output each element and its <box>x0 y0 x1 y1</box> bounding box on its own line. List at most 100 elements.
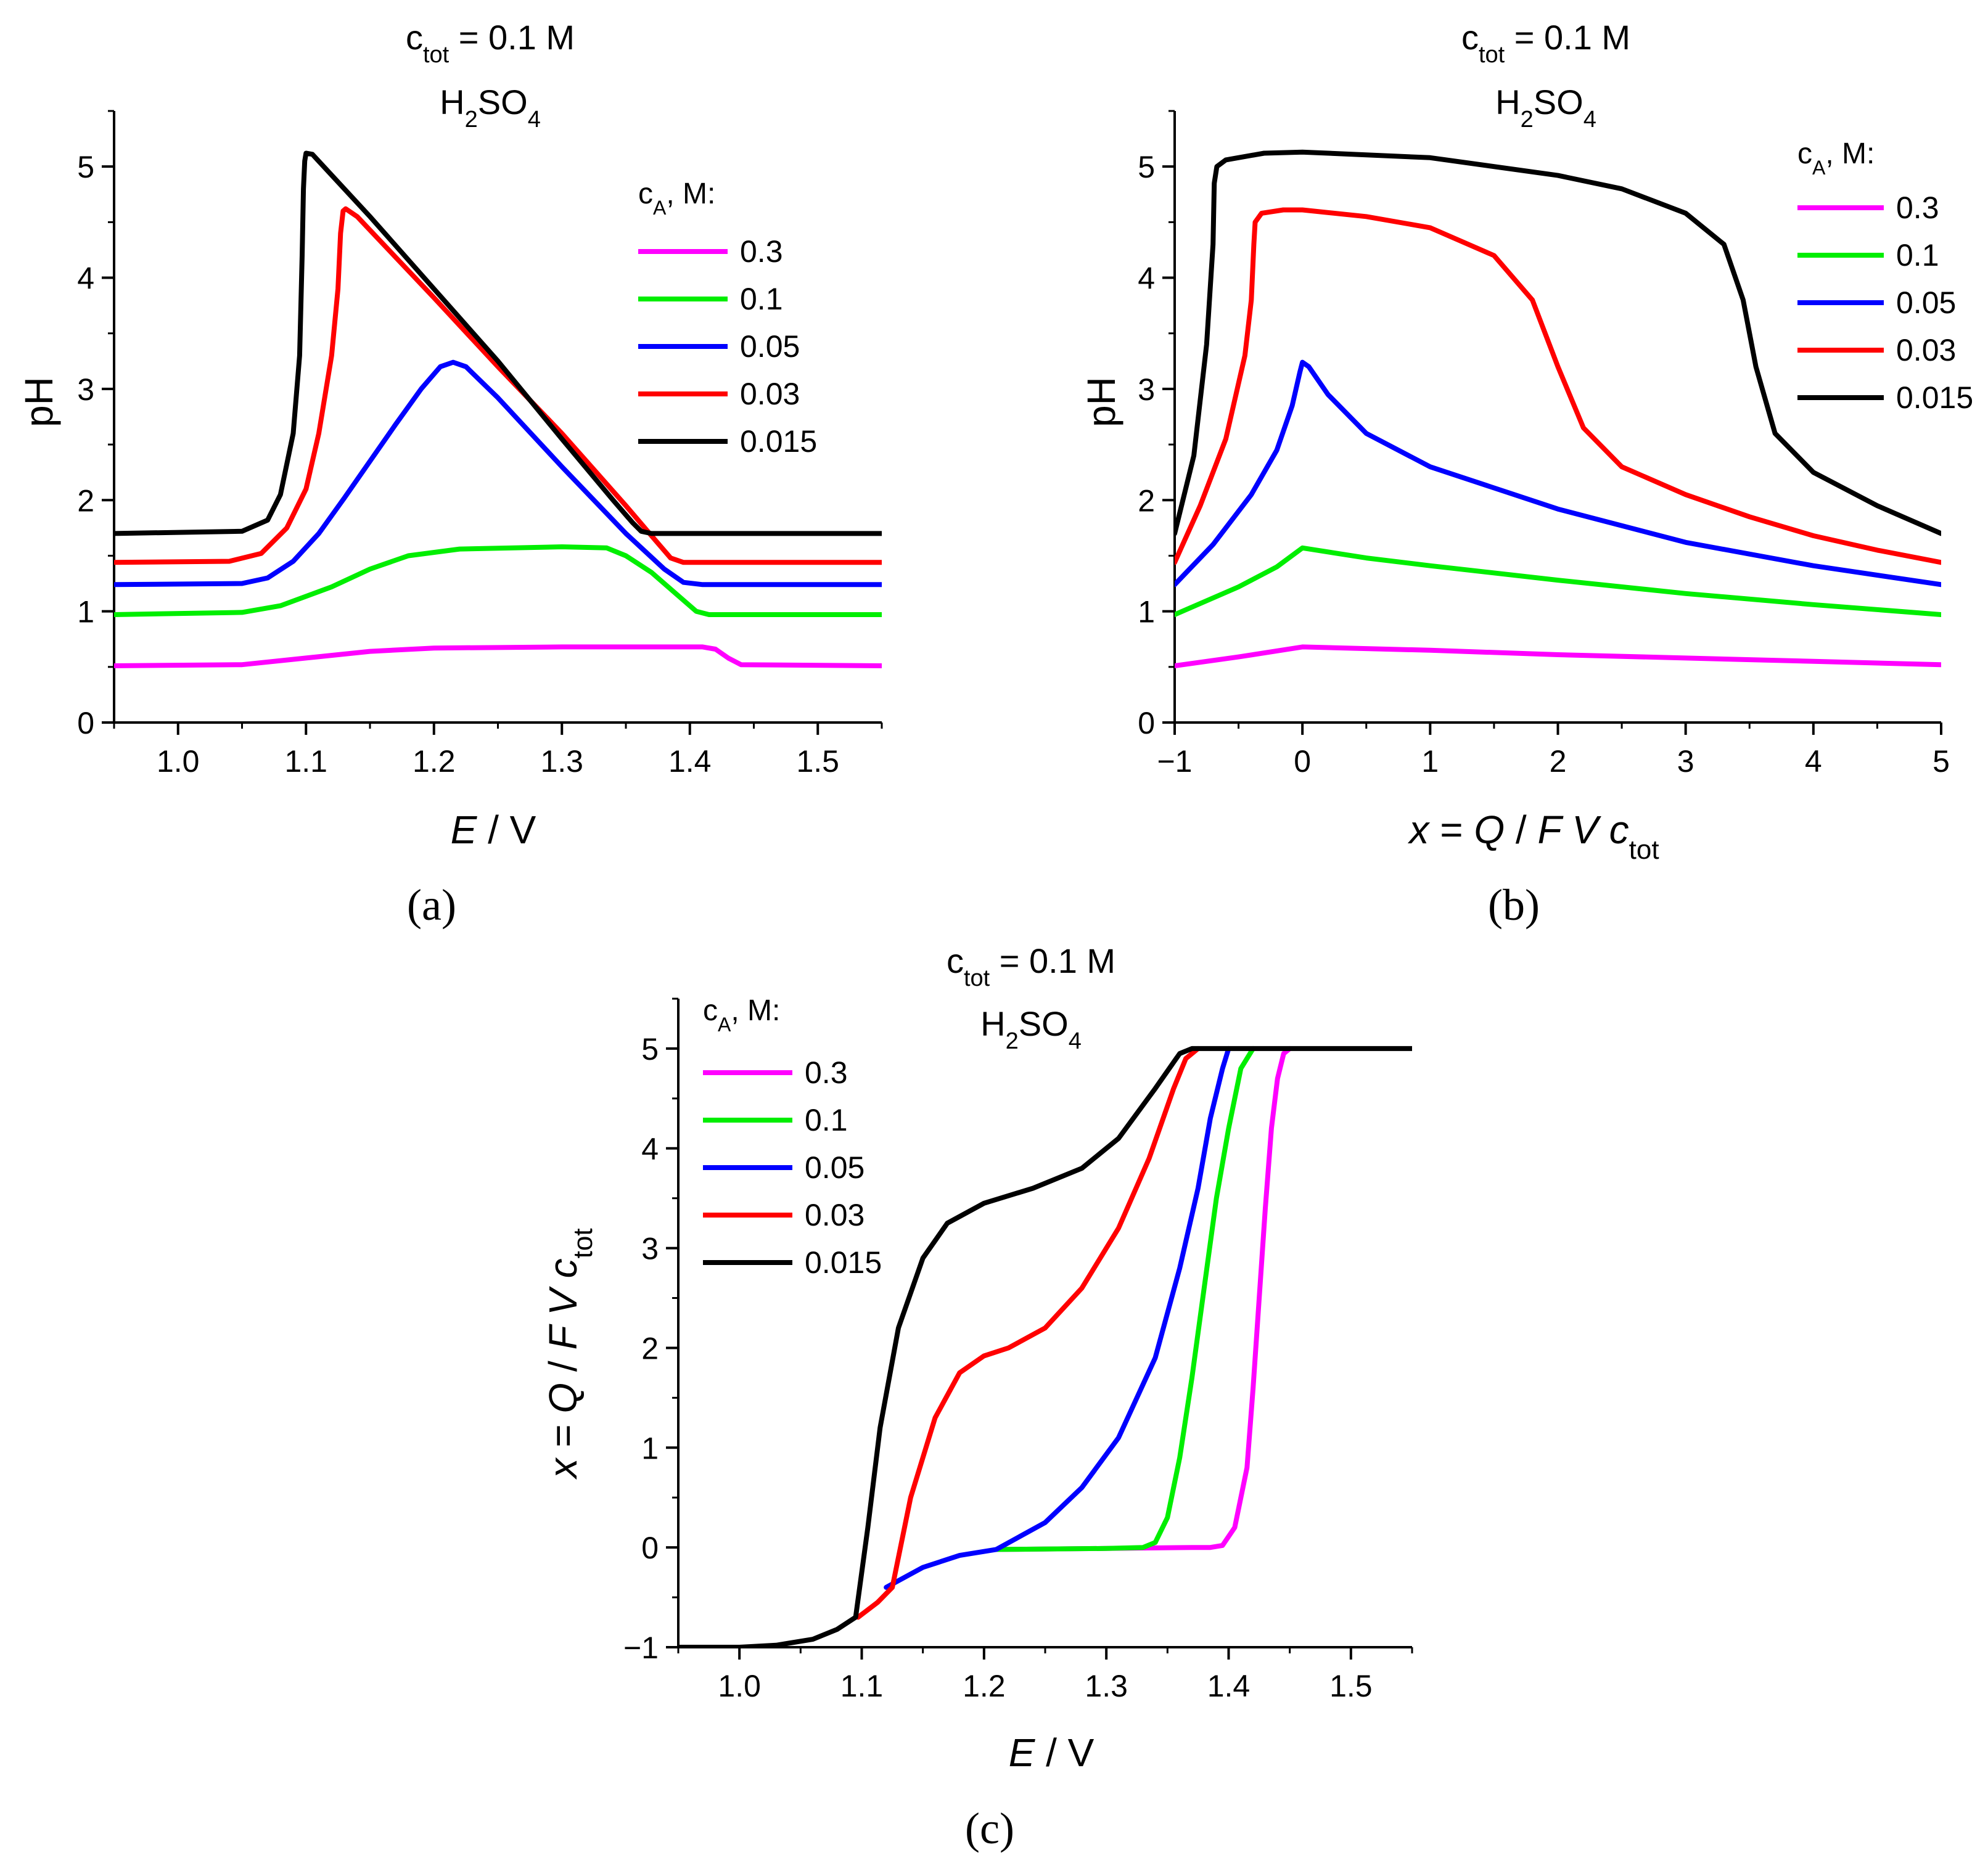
panel-c-y-axis-label: x = Q / F V ctot <box>541 1228 598 1480</box>
panel-b-y-tick-label: 5 <box>1138 150 1155 184</box>
panel-c-legend-label-0-1: 0.1 <box>805 1103 848 1137</box>
panel-c-y-tick-label: 3 <box>641 1232 659 1266</box>
panel-c-legend-title: cA, M: <box>703 994 780 1036</box>
panel-a-series-0-05 <box>114 359 882 588</box>
panel-a-series-0-3 <box>114 644 882 668</box>
panel-c-series-0-3 <box>993 1046 1292 1552</box>
panel-b-x-tick-label: −1 <box>1157 744 1192 779</box>
panel-c-series-0-03 <box>855 1046 1201 1620</box>
panel-b-x-axis-label: x = Q / F V ctot <box>1407 808 1659 865</box>
panel-c-y-tick-label: 0 <box>641 1531 659 1565</box>
panel-a-legend-label-0-03: 0.03 <box>740 377 800 411</box>
panel-c-series-0-1 <box>993 1046 1256 1552</box>
panel-a-x-tick-label: 1.1 <box>284 744 327 779</box>
panel-a-legend-label-0-05: 0.05 <box>740 329 800 364</box>
panel-a-curves <box>114 150 882 668</box>
panel-a-legend-label-0-015: 0.015 <box>740 424 817 459</box>
panel-c-series-0-05 <box>884 1046 1231 1590</box>
panel-a: ctot = 0.1 M H2SO4 1.0 1.1 1.2 1.3 1.4 1.5 0 1 2… <box>17 18 883 930</box>
panel-a-legend-title: cA, M: <box>638 178 715 219</box>
panel-c-legend-items: 0.3 0.1 0.05 0.03 0.015 <box>703 1055 882 1280</box>
panel-c-title-line2: H2SO4 <box>980 1004 1082 1054</box>
panel-a-title-line2: H2SO4 <box>440 83 541 133</box>
panel-b-series-0-3 <box>1175 644 1941 668</box>
panel-c-x-tick-label: 1.4 <box>1207 1669 1251 1703</box>
panel-b-legend-items: 0.3 0.1 0.05 0.03 0.015 <box>1797 190 1973 415</box>
panel-a-legend-label-0-1: 0.1 <box>740 282 783 316</box>
panel-b-x-tick-label: 1 <box>1421 744 1439 779</box>
panel-b-x-tick-label: 3 <box>1677 744 1694 779</box>
panel-b-legend-label-0-1: 0.1 <box>1896 238 1939 272</box>
panel-a-legend-label-0-3: 0.3 <box>740 234 783 269</box>
panel-a-title-line1: ctot = 0.1 M <box>406 18 575 68</box>
panel-a-x-tick-label: 1.4 <box>668 744 712 779</box>
panel-c-x-tick-label: 1.5 <box>1329 1669 1373 1703</box>
panel-c-series-0-015 <box>678 1046 1412 1647</box>
panel-b-y-tick-label: 1 <box>1138 595 1155 629</box>
panel-c-x-tick-label: 1.1 <box>840 1669 884 1703</box>
panel-a-x-axis-label: E / V <box>451 808 536 852</box>
panel-a-plot: 1.0 1.1 1.2 1.3 1.4 1.5 0 1 2 3 4 5 <box>77 110 883 779</box>
panel-a-y-tick-label: 5 <box>77 150 94 184</box>
panel-a-y-tick-label: 0 <box>77 706 94 740</box>
panel-c-x-tick-label: 1.2 <box>963 1669 1006 1703</box>
panel-c-legend: cA, M: 0.3 0.1 0.05 0.03 0.015 <box>703 994 882 1280</box>
panel-b-x-tick-label: 0 <box>1294 744 1311 779</box>
panel-c-legend-label-0-03: 0.03 <box>805 1198 865 1232</box>
panel-b-legend-label-0-3: 0.3 <box>1896 190 1939 225</box>
panel-a-label: (a) <box>407 880 456 930</box>
panel-b-x-tick-label: 4 <box>1805 744 1822 779</box>
panel-c-y-tick-label: −1 <box>623 1631 659 1665</box>
panel-b-y-tick-label: 0 <box>1138 706 1155 740</box>
panel-b-label: (b) <box>1488 880 1540 930</box>
panel-a-series-0-1 <box>114 544 882 617</box>
panel-c-x-axis-label: E / V <box>1009 1730 1095 1775</box>
panel-a-y-tick-label: 4 <box>77 261 94 296</box>
panel-b-legend-label-0-015: 0.015 <box>1896 380 1973 415</box>
panel-c-plot: 1.0 1.1 1.2 1.3 1.4 1.5 −1 0 1 2 3 4 5 <box>623 997 1413 1703</box>
panel-b-legend-title: cA, M: <box>1797 137 1875 179</box>
panel-b-legend-label-0-03: 0.03 <box>1896 333 1956 367</box>
panel-b-y-tick-label: 3 <box>1138 372 1155 407</box>
panel-b-title-line1: ctot = 0.1 M <box>1461 18 1630 68</box>
panel-b-y-axis-label: pH <box>1079 377 1123 427</box>
panel-a-y-axis-label: pH <box>17 377 61 427</box>
panel-c-curves <box>678 1046 1412 1647</box>
panel-c-title-line1: ctot = 0.1 M <box>947 941 1115 991</box>
panel-a-series-0-015 <box>114 150 882 536</box>
panel-c-y-tick-label: 5 <box>641 1032 659 1067</box>
panel-a-y-tick-label: 2 <box>77 483 94 518</box>
panel-c-x-tick-label: 1.0 <box>718 1669 761 1703</box>
panel-b-legend: cA, M: 0.3 0.1 0.05 0.03 0.015 <box>1797 137 1973 415</box>
panel-b-title-line2: H2SO4 <box>1495 83 1596 133</box>
panel-a-x-tick-label: 1.0 <box>157 744 200 779</box>
panel-a-legend: cA, M: 0.3 0.1 0.05 0.03 0.015 <box>638 178 817 459</box>
panel-a-y-tick-label: 3 <box>77 372 94 407</box>
panel-b-series-0-03 <box>1175 207 1941 565</box>
panel-c-y-tick-label: 2 <box>641 1331 659 1365</box>
panel-c-legend-label-0-3: 0.3 <box>805 1055 848 1090</box>
panel-b-x-tick-label: 5 <box>1933 744 1950 779</box>
panel-b-x-tick-label: 2 <box>1550 744 1567 779</box>
panel-a-x-tick-label: 1.2 <box>413 744 456 779</box>
panel-b-series-0-1 <box>1175 545 1941 617</box>
panel-c-legend-label-0-015: 0.015 <box>805 1245 882 1280</box>
panel-c-y-tick-label: 1 <box>641 1431 659 1465</box>
panel-c-legend-label-0-05: 0.05 <box>805 1150 865 1185</box>
panel-b-y-tick-label: 4 <box>1138 261 1155 296</box>
panel-a-legend-items: 0.3 0.1 0.05 0.03 0.015 <box>638 234 817 459</box>
panel-c-x-tick-label: 1.3 <box>1085 1669 1128 1703</box>
panel-b-legend-label-0-05: 0.05 <box>1896 285 1956 320</box>
panel-b-series-0-015 <box>1175 149 1941 536</box>
panel-a-y-tick-label: 1 <box>77 595 94 629</box>
panel-a-x-tick-label: 1.3 <box>540 744 583 779</box>
panel-b-series-0-05 <box>1175 359 1941 588</box>
panel-c: ctot = 0.1 M H2SO4 1.0 1.1 1.2 1.3 1.4 1.5 −1 0… <box>541 941 1413 1853</box>
panel-a-x-tick-label: 1.5 <box>796 744 839 779</box>
panel-c-label: (c) <box>965 1804 1014 1853</box>
panel-b-curves <box>1175 149 1941 668</box>
panel-c-y-tick-label: 4 <box>641 1132 659 1166</box>
